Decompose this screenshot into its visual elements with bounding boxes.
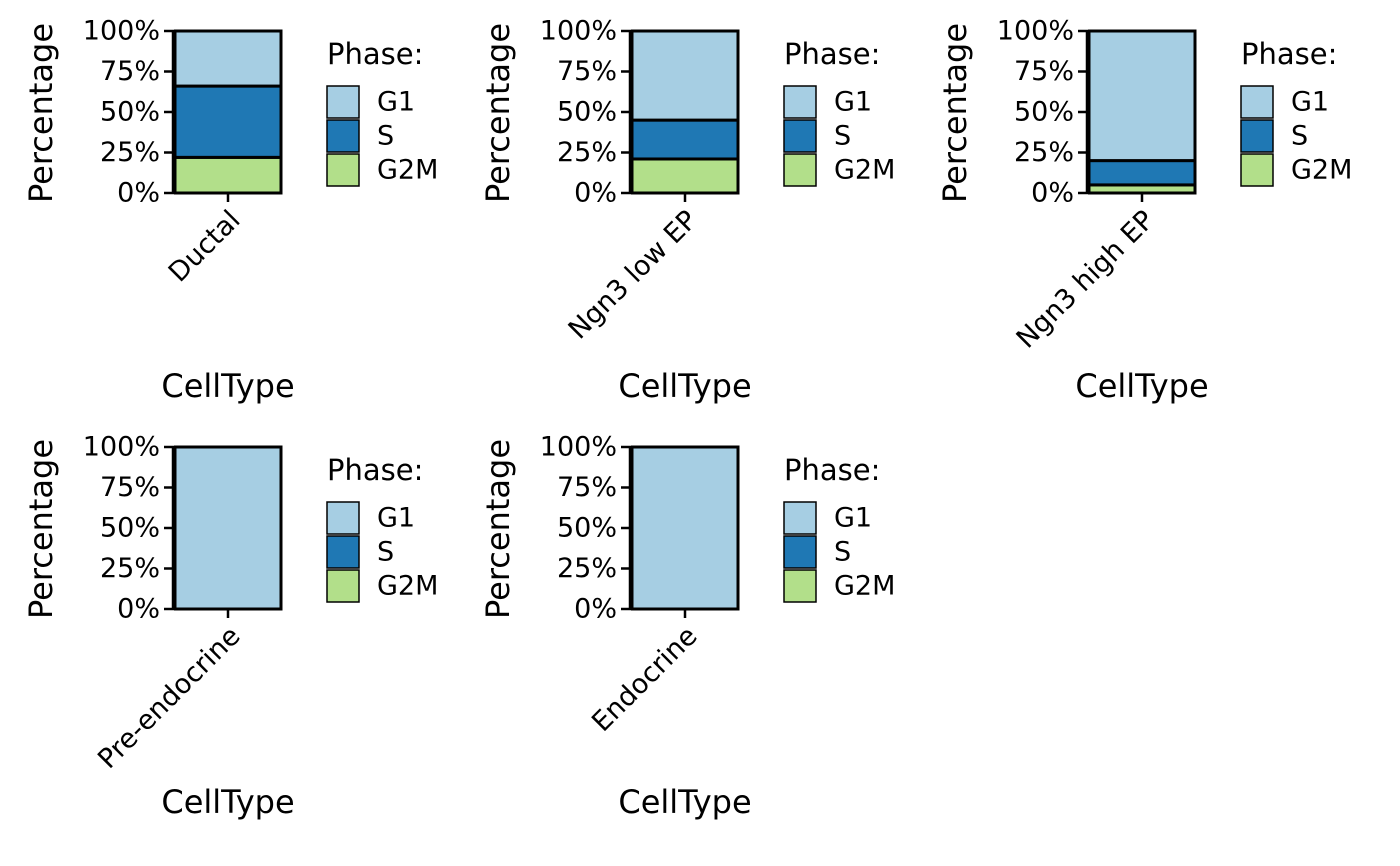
legend-key-s — [326, 535, 360, 569]
y-axis-title: Percentage — [22, 23, 60, 203]
legend-title: Phase: — [1241, 37, 1337, 71]
legend-key-s — [783, 119, 817, 153]
legend-key-g2m — [783, 153, 817, 187]
legend-key-g2m — [783, 569, 817, 603]
legend-label-g1: G1 — [377, 87, 415, 118]
legend-label-s: S — [834, 121, 851, 152]
bar-segment-g1 — [630, 445, 740, 611]
y-tick-label: 50% — [557, 513, 617, 544]
legend-key-s — [783, 535, 817, 569]
panel-1: 0% 25% 50% 75% 100% Percentage Ductal CellType P… — [22, 16, 438, 406]
bar-segment-g2m — [173, 155, 283, 195]
x-category-label: Pre-endocrine — [92, 621, 246, 775]
y-tick-label: 75% — [100, 472, 160, 503]
y-tick-label: 75% — [100, 56, 160, 87]
bar-segment-g1 — [630, 29, 740, 122]
y-tick-label: 100% — [997, 16, 1074, 47]
y-tick-label: 25% — [557, 553, 617, 584]
y-tick-label: 75% — [557, 56, 617, 87]
legend-key-g2m — [1240, 153, 1274, 187]
x-category-label: Ductal — [163, 205, 247, 289]
x-axis-title: CellType — [618, 783, 751, 821]
legend-label-g2m: G2M — [834, 155, 895, 186]
bar-segment-s — [630, 118, 740, 161]
bar-segment-g1 — [173, 445, 283, 611]
x-axis-title: CellType — [1075, 367, 1208, 405]
y-axis-title: Percentage — [22, 439, 60, 619]
panel-2: 0% 25% 50% 75% 100% Percentage Ngn3 low EP Cell… — [479, 16, 895, 406]
y-tick-label: 75% — [557, 472, 617, 503]
x-axis-title: CellType — [161, 783, 294, 821]
legend-label-g1: G1 — [377, 503, 415, 534]
y-tick-label: 0% — [117, 178, 160, 209]
y-tick-label: 100% — [540, 16, 617, 47]
panel-4: 0% 25% 50% 75% 100% Percentage Pre-endocrine Ce… — [22, 432, 438, 822]
legend-key-g1 — [783, 85, 817, 119]
y-tick-label: 25% — [100, 137, 160, 168]
legend-key-g2m — [326, 153, 360, 187]
y-tick-label: 50% — [100, 513, 160, 544]
y-tick-label: 25% — [100, 553, 160, 584]
legend-label-s: S — [834, 537, 851, 568]
y-tick-label: 0% — [574, 594, 617, 625]
y-tick-label: 100% — [83, 432, 160, 463]
x-category-label: Ngn3 high EP — [1011, 205, 1161, 355]
legend-label-g2m: G2M — [377, 571, 438, 602]
x-category-label: Ngn3 low EP — [563, 205, 704, 346]
panel-5: 0% 25% 50% 75% 100% Percentage Endocrine CellTy… — [479, 432, 895, 822]
bar-segment-g2m — [630, 157, 740, 195]
legend-title: Phase: — [784, 453, 880, 487]
bar-segment-g1 — [173, 29, 283, 88]
legend-label-g2m: G2M — [377, 155, 438, 186]
x-axis-title: CellType — [618, 367, 751, 405]
legend-label-s: S — [377, 537, 394, 568]
bar-segment-g1 — [1087, 29, 1197, 163]
legend-key-s — [1240, 119, 1274, 153]
legend-label-s: S — [1291, 121, 1308, 152]
legend-title: Phase: — [784, 37, 880, 71]
legend-label-g2m: G2M — [1291, 155, 1352, 186]
legend-title: Phase: — [327, 37, 423, 71]
y-axis-title: Percentage — [936, 23, 974, 203]
x-axis-title: CellType — [161, 367, 294, 405]
y-tick-label: 75% — [1014, 56, 1074, 87]
y-tick-label: 50% — [557, 97, 617, 128]
legend-label-s: S — [377, 121, 394, 152]
bar-segment-s — [173, 84, 283, 159]
legend-key-g1 — [1240, 85, 1274, 119]
y-tick-label: 100% — [83, 16, 160, 47]
y-axis-title: Percentage — [479, 23, 517, 203]
y-tick-label: 0% — [574, 178, 617, 209]
y-tick-label: 25% — [557, 137, 617, 168]
legend-key-g1 — [783, 501, 817, 535]
legend-key-g2m — [326, 569, 360, 603]
legend-key-s — [326, 119, 360, 153]
legend-label-g1: G1 — [834, 503, 872, 534]
y-tick-label: 50% — [1014, 97, 1074, 128]
y-tick-label: 0% — [1031, 178, 1074, 209]
y-tick-label: 100% — [540, 432, 617, 463]
legend-key-g1 — [326, 85, 360, 119]
bar-segment-s — [1087, 159, 1197, 187]
panel-3: 0% 25% 50% 75% 100% Percentage Ngn3 high EP Cel… — [936, 16, 1352, 406]
y-tick-label: 50% — [100, 97, 160, 128]
legend-title: Phase: — [327, 453, 423, 487]
y-tick-label: 0% — [117, 594, 160, 625]
legend-key-g1 — [326, 501, 360, 535]
legend-label-g1: G1 — [834, 87, 872, 118]
x-category-label: Endocrine — [586, 621, 703, 738]
y-tick-label: 25% — [1014, 137, 1074, 168]
legend-label-g1: G1 — [1291, 87, 1329, 118]
y-axis-title: Percentage — [479, 439, 517, 619]
legend-label-g2m: G2M — [834, 571, 895, 602]
